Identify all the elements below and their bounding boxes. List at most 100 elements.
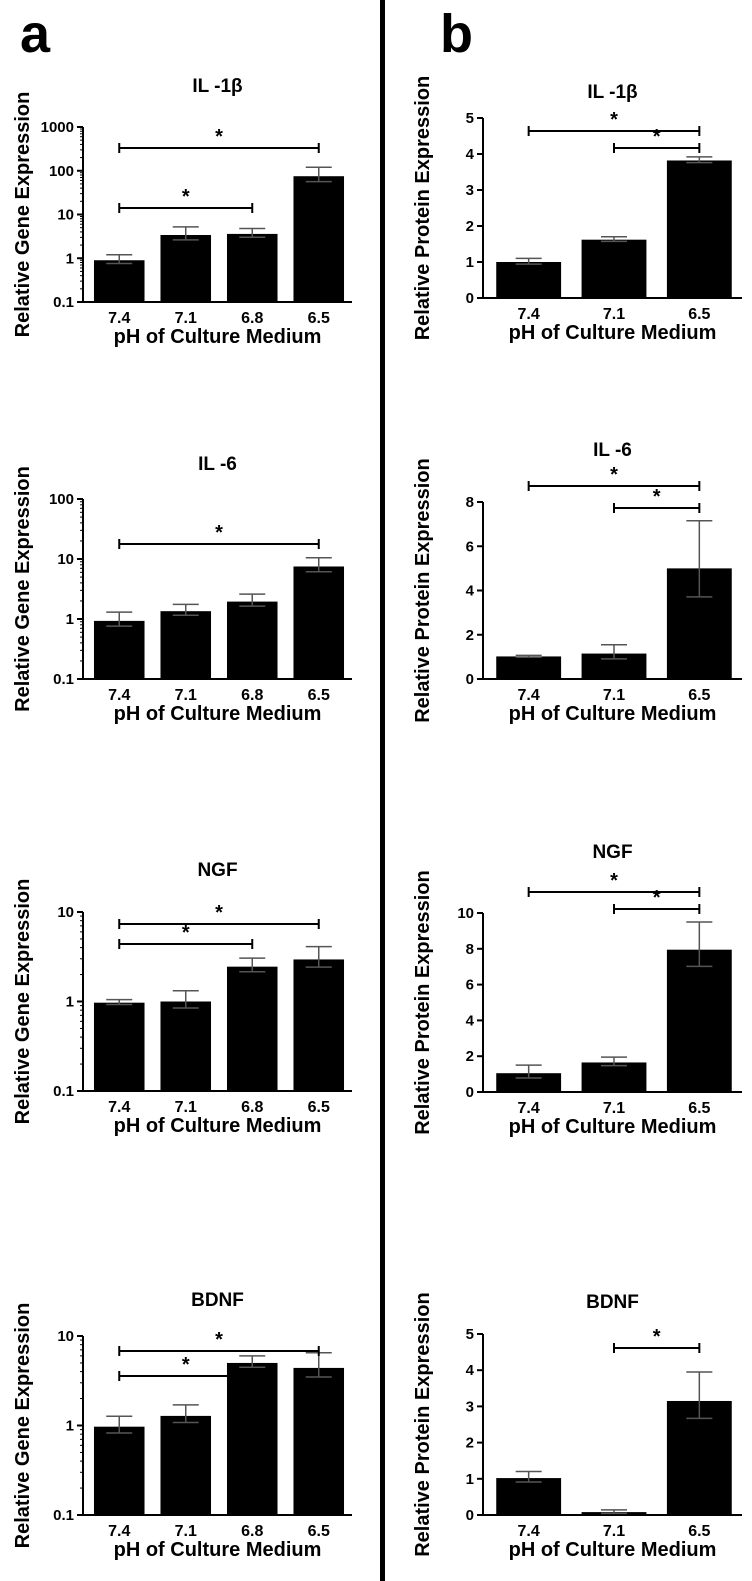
bar [160,234,212,302]
y-tick-label: 2 [466,627,474,644]
x-axis-label: pH of Culture Medium [114,703,322,725]
significance-star: * [182,922,190,944]
y-axis-label: Relative Protein Expression [412,458,434,723]
y-tick-label: 1 [466,254,474,271]
y-tick-label: 0 [466,1084,474,1101]
y-tick-label: 0.1 [53,1507,74,1524]
significance-star: * [610,870,618,892]
y-tick-label: 10 [57,1328,74,1345]
y-tick-label: 1 [66,994,74,1011]
bar [293,566,345,679]
y-tick-label: 2 [466,218,474,235]
y-tick-label: 3 [466,1398,474,1415]
significance-star: * [215,126,223,148]
bar [226,233,278,302]
x-tick-label: 7.1 [175,1099,197,1116]
y-tick-label: 6 [466,977,474,994]
x-tick-label: 6.5 [308,687,330,704]
x-axis-label: pH of Culture Medium [114,326,322,348]
y-tick-label: 1 [466,1471,474,1488]
y-tick-label: 100 [49,491,74,508]
bar [93,260,145,302]
bar [293,1367,345,1515]
y-axis-label: Relative Gene Expression [12,92,34,338]
x-axis-label: pH of Culture Medium [114,1539,322,1561]
x-tick-label: 7.4 [518,1523,540,1540]
chart-title: IL -1β [192,76,242,97]
y-tick-label: 10 [457,905,474,922]
y-tick-label: 4 [466,583,475,600]
bar [226,601,278,679]
x-tick-label: 7.4 [518,306,540,323]
bar [226,1362,278,1515]
chart-5: NGF Relative Gene Expression 0.1 1 10 7.4 7.1 6… [12,860,352,1137]
significance-star: * [610,464,618,486]
significance-star: * [610,109,618,131]
y-tick-label: 1000 [41,119,74,136]
panel-label-b: b [440,4,473,64]
chart-8: BDNF Relative Protein Expression 0 1 2 3 4 5 7.4… [412,1292,742,1561]
x-tick-label: 7.4 [108,1523,130,1540]
bar [666,1400,732,1515]
x-axis-label: pH of Culture Medium [114,1115,322,1137]
bar [293,176,345,302]
chart-title: BDNF [586,1292,639,1313]
y-axis-label: Relative Gene Expression [12,1303,34,1549]
y-tick-label: 2 [466,1435,474,1452]
y-tick-label: 4 [466,146,475,163]
chart-title: IL -1β [587,82,637,103]
x-tick-label: 7.4 [518,687,540,704]
y-axis-label: Relative Protein Expression [412,76,434,341]
y-tick-label: 1 [66,611,74,628]
y-axis-label: Relative Protein Expression [412,1292,434,1557]
bar [293,959,345,1091]
y-axis-label: Relative Protein Expression [412,870,434,1135]
y-tick-label: 10 [57,207,74,224]
y-tick-label: 1 [66,1418,74,1435]
significance-star: * [182,186,190,208]
x-tick-label: 6.5 [308,310,330,327]
y-tick-label: 0 [466,1507,474,1524]
significance-star: * [182,1354,190,1376]
x-tick-label: 7.1 [175,1523,197,1540]
x-tick-label: 6.8 [241,1523,263,1540]
x-tick-label: 7.1 [603,687,625,704]
x-tick-label: 6.5 [308,1099,330,1116]
significance-star: * [653,1326,661,1348]
x-tick-label: 6.5 [688,1100,710,1117]
bar [666,160,732,298]
bar [666,949,732,1092]
chart-title: NGF [197,860,237,881]
bar [93,1002,145,1091]
bar [581,1062,647,1092]
significance-star: * [653,126,661,148]
x-axis-label: pH of Culture Medium [509,1116,717,1138]
y-tick-label: 0.1 [53,1083,74,1100]
x-axis-label: pH of Culture Medium [509,703,717,725]
x-tick-label: 7.1 [603,306,625,323]
x-tick-label: 7.1 [175,310,197,327]
bar [226,966,278,1091]
significance-star: * [215,902,223,924]
y-tick-label: 0 [466,671,474,688]
y-tick-label: 4 [466,1012,475,1029]
y-tick-label: 8 [466,941,474,958]
y-tick-label: 6 [466,538,474,555]
chart-title: IL -6 [593,440,632,461]
y-tick-label: 100 [49,163,74,180]
x-tick-label: 6.8 [241,1099,263,1116]
x-tick-label: 7.4 [108,1099,130,1116]
x-tick-label: 7.4 [518,1100,540,1117]
x-tick-label: 6.8 [241,687,263,704]
x-tick-label: 6.5 [688,687,710,704]
bar [496,1073,562,1092]
x-tick-label: 7.1 [603,1523,625,1540]
chart-4: IL -6 Relative Protein Expression 0 2 4 6 8 7.4… [412,440,742,725]
bar [581,239,647,298]
x-tick-label: 6.8 [241,310,263,327]
significance-star: * [215,1329,223,1351]
y-tick-label: 5 [466,1326,474,1343]
bar [496,656,562,679]
